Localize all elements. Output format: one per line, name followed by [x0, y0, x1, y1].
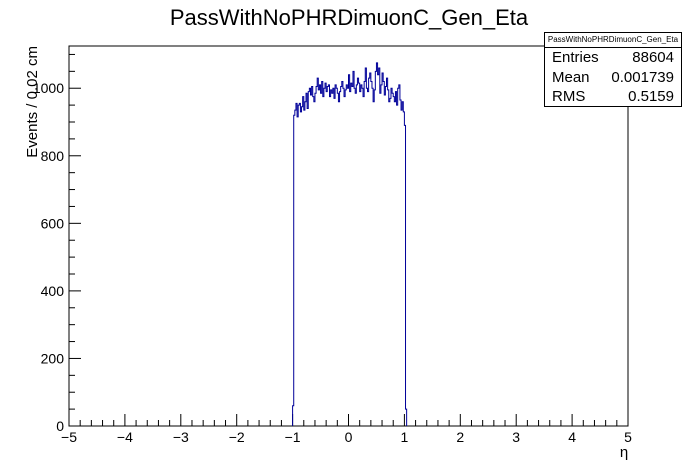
- x-tick-label: −4: [117, 429, 133, 445]
- chart-title: PassWithNoPHRDimuonC_Gen_Eta: [170, 5, 529, 30]
- y-tick-label: 0: [56, 418, 64, 434]
- y-tick-label: 800: [41, 148, 65, 164]
- x-axis-label: η: [620, 444, 628, 461]
- y-tick-label: 200: [41, 350, 65, 366]
- stats-entries-label: Entries: [552, 49, 599, 66]
- stats-box: PassWithNoPHRDimuonC_Gen_Eta Entries 886…: [544, 32, 682, 107]
- x-tick-label: 3: [512, 429, 520, 445]
- y-axis-label: Events / 0.02 cm: [24, 46, 41, 158]
- x-tick-label: −3: [173, 429, 189, 445]
- y-tick-label: 600: [41, 215, 65, 231]
- stats-mean-value: 0.001739: [611, 68, 674, 86]
- stats-rms-value: 0.5159: [628, 88, 674, 105]
- x-tick-label: −2: [229, 429, 245, 445]
- x-tick-label: 5: [624, 429, 632, 445]
- stats-title: PassWithNoPHRDimuonC_Gen_Eta: [545, 33, 681, 48]
- x-tick-label: −1: [285, 429, 301, 445]
- x-tick-label: 4: [568, 429, 576, 445]
- x-tick-label: 2: [456, 429, 464, 445]
- stats-rms-label: RMS: [552, 88, 586, 105]
- y-tick-label: 400: [41, 283, 65, 299]
- stats-row-rms: RMS 0.5159: [545, 87, 681, 107]
- x-tick-label: 0: [345, 429, 353, 445]
- stats-entries-value: 88604: [632, 49, 674, 66]
- stats-row-mean: Mean 0.001739: [545, 68, 681, 88]
- histogram-series: [292, 62, 408, 426]
- stats-mean-label: Mean: [552, 68, 590, 86]
- stats-row-entries: Entries 88604: [545, 48, 681, 68]
- x-tick-label: −5: [61, 429, 77, 445]
- y-tick-label: 1000: [33, 80, 64, 96]
- x-tick-label: 1: [401, 429, 409, 445]
